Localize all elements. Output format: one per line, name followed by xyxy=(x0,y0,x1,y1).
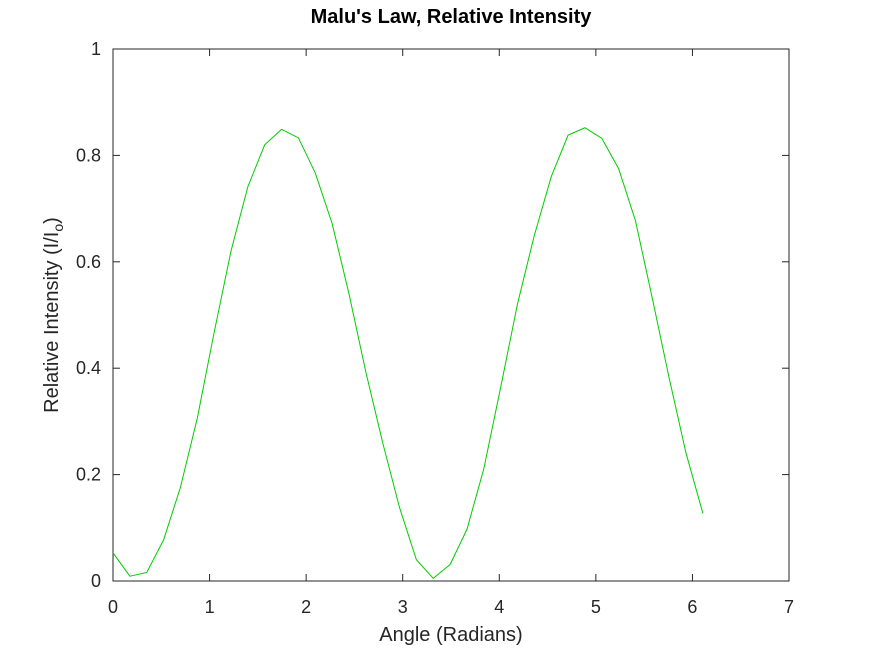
series-line xyxy=(112,127,704,580)
x-axis-tick-labels: 0 1 2 3 4 5 6 7 xyxy=(108,597,794,617)
plot-area xyxy=(112,48,790,582)
y-axis-label-subscript: o xyxy=(50,224,66,232)
x-tick-label: 6 xyxy=(687,597,697,617)
y-axis-label-main: Relative Intensity (I/I xyxy=(41,232,63,413)
y-tick-label: 0.4 xyxy=(76,358,101,378)
x-tick-label: 2 xyxy=(301,597,311,617)
y-axis-tick-labels: 0 0.2 0.4 0.6 0.8 1 xyxy=(76,39,101,591)
y-tick-label: 0.2 xyxy=(76,465,101,485)
y-tick-label: 0.6 xyxy=(76,252,101,272)
chart-title: Malu's Law, Relative Intensity xyxy=(311,6,593,28)
y-axis-label-close: ) xyxy=(41,217,63,224)
x-tick-label: 0 xyxy=(108,597,118,617)
x-axis-ticks xyxy=(112,49,790,581)
x-tick-label: 5 xyxy=(591,597,601,617)
x-tick-label: 7 xyxy=(784,597,794,617)
x-axis-label: Angle (Radians) xyxy=(379,624,522,646)
x-tick-label: 3 xyxy=(398,597,408,617)
x-tick-label: 4 xyxy=(494,597,504,617)
x-tick-label: 1 xyxy=(205,597,215,617)
y-axis-label: Relative Intensity (I/Io) xyxy=(41,217,66,413)
y-axis-ticks xyxy=(113,48,789,582)
y-tick-label: 0 xyxy=(91,571,101,591)
y-tick-label: 0.8 xyxy=(76,145,101,165)
series-layer xyxy=(112,127,704,580)
y-tick-label: 1 xyxy=(91,39,101,59)
